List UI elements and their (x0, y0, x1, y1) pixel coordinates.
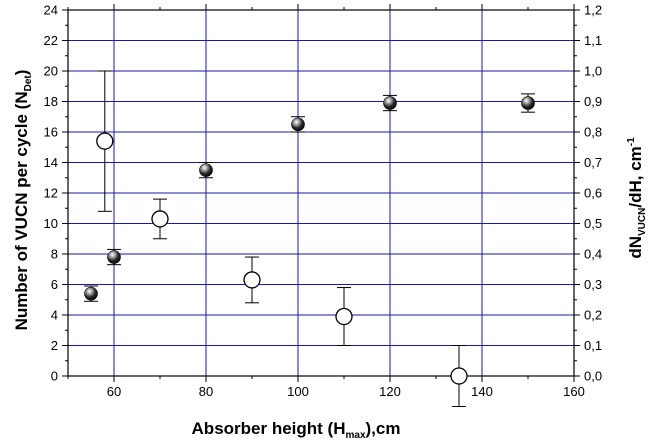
data-point (96, 132, 114, 150)
y2-tick-label: 0,7 (584, 155, 602, 170)
filled-marker (84, 285, 98, 302)
y2-tick-label: 0,4 (584, 247, 602, 262)
data-point (243, 271, 261, 289)
y2-tick-label: 1,0 (584, 64, 602, 79)
plot-area (84, 70, 535, 407)
y2-tick-label: 1,1 (584, 33, 602, 48)
y2-tick-label: 1,2 (584, 3, 602, 18)
y-tick-label: 22 (44, 33, 58, 48)
filled-marker (107, 248, 121, 266)
y2-tick-label: 0,5 (584, 216, 602, 231)
filled-marker (521, 93, 535, 113)
x-tick-label: 160 (563, 384, 585, 399)
x-tick-label: 80 (199, 384, 213, 399)
y-tick-label: 20 (44, 64, 58, 79)
data-point (335, 307, 353, 326)
x-tick-label: 140 (471, 384, 493, 399)
data-point (84, 286, 98, 301)
y-tick-label: 14 (44, 155, 58, 170)
x-axis-title: Absorber height (Hmax),cm (192, 419, 401, 441)
y-tick-label: 8 (51, 247, 58, 262)
open-marker (450, 345, 468, 407)
grid (68, 10, 574, 376)
axis-labels: Absorber height (Hmax),cm Number of VUCN… (12, 70, 648, 441)
open-marker (151, 198, 169, 240)
y2-tick-label: 0,1 (584, 338, 602, 353)
data-point (199, 163, 213, 177)
y-axis-title: Number of VUCN per cycle (NDet) (12, 70, 34, 331)
y2-tick-label: 0,3 (584, 277, 602, 292)
y2-tick-label: 0,9 (584, 94, 602, 109)
y2-tick-label: 0,2 (584, 308, 602, 323)
open-marker (96, 70, 114, 212)
y-tick-label: 24 (44, 3, 58, 18)
axes: 60 80 100 120 140 1600246810121416182022240,0… (44, 3, 603, 400)
open-marker (243, 256, 261, 304)
data-point (107, 250, 121, 264)
y2-tick-label: 0,6 (584, 186, 602, 201)
y-tick-label: 2 (51, 338, 58, 353)
y2-axis-title: dNVUCN/dH, cm-1 (626, 137, 648, 259)
y-tick-label: 18 (44, 94, 58, 109)
x-tick-label: 60 (107, 384, 121, 399)
y2-tick-label: 0,0 (584, 369, 602, 384)
filled-marker (291, 116, 305, 133)
data-point (521, 96, 535, 110)
y-tick-label: 4 (51, 308, 58, 323)
x-tick-label: 120 (379, 384, 401, 399)
y-tick-label: 6 (51, 277, 58, 292)
data-point (151, 210, 169, 228)
y-tick-label: 12 (44, 186, 58, 201)
filled-marker (383, 94, 397, 112)
filled-marker (199, 162, 213, 179)
y2-tick-label: 0,8 (584, 125, 602, 140)
data-point (450, 367, 468, 385)
data-point (383, 96, 397, 110)
x-tick-label: 100 (287, 384, 309, 399)
data-point (291, 117, 305, 132)
y-tick-label: 16 (44, 125, 58, 140)
open-marker (335, 287, 353, 346)
y-tick-label: 10 (44, 216, 58, 231)
y-tick-label: 0 (51, 369, 58, 384)
